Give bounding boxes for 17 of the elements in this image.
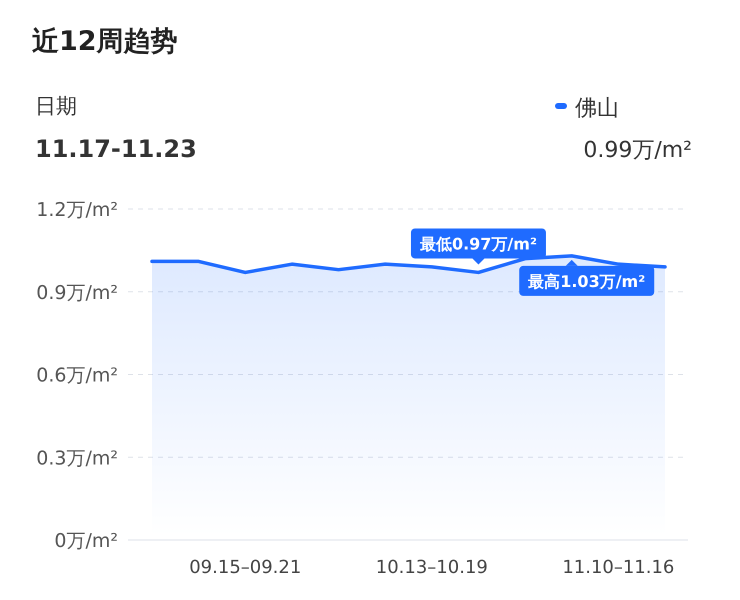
- text: 日期: [35, 94, 77, 118]
- tooltip-callout: 最低0.97万/m²: [410, 228, 546, 264]
- y-tick-label: 0.3万/m²: [36, 447, 118, 470]
- y-tick-label: 0万/m²: [54, 530, 118, 552]
- legend-label: 佛山: [575, 96, 619, 121]
- text: 11.17-11.23: [35, 135, 197, 163]
- y-tick-label: 0.6万/m²: [36, 364, 118, 386]
- annotation: 最低0.97万/m²: [418, 234, 537, 254]
- y-tick-label: 0.9万/m²: [36, 282, 118, 304]
- y-tick-label: 1.2万/m²: [36, 199, 118, 221]
- x-tick-label: 11.10–11.16: [562, 557, 674, 578]
- tooltip-callout: 最高1.03万/m²: [519, 260, 654, 296]
- x-tick-label: 09.15–09.21: [189, 557, 302, 578]
- chart-title: 近12周趋势: [32, 26, 178, 57]
- text: 0.99万/m²: [583, 138, 692, 163]
- x-tick-label: 10.13–10.19: [376, 557, 488, 578]
- annotation: 最高1.03万/m²: [527, 272, 646, 291]
